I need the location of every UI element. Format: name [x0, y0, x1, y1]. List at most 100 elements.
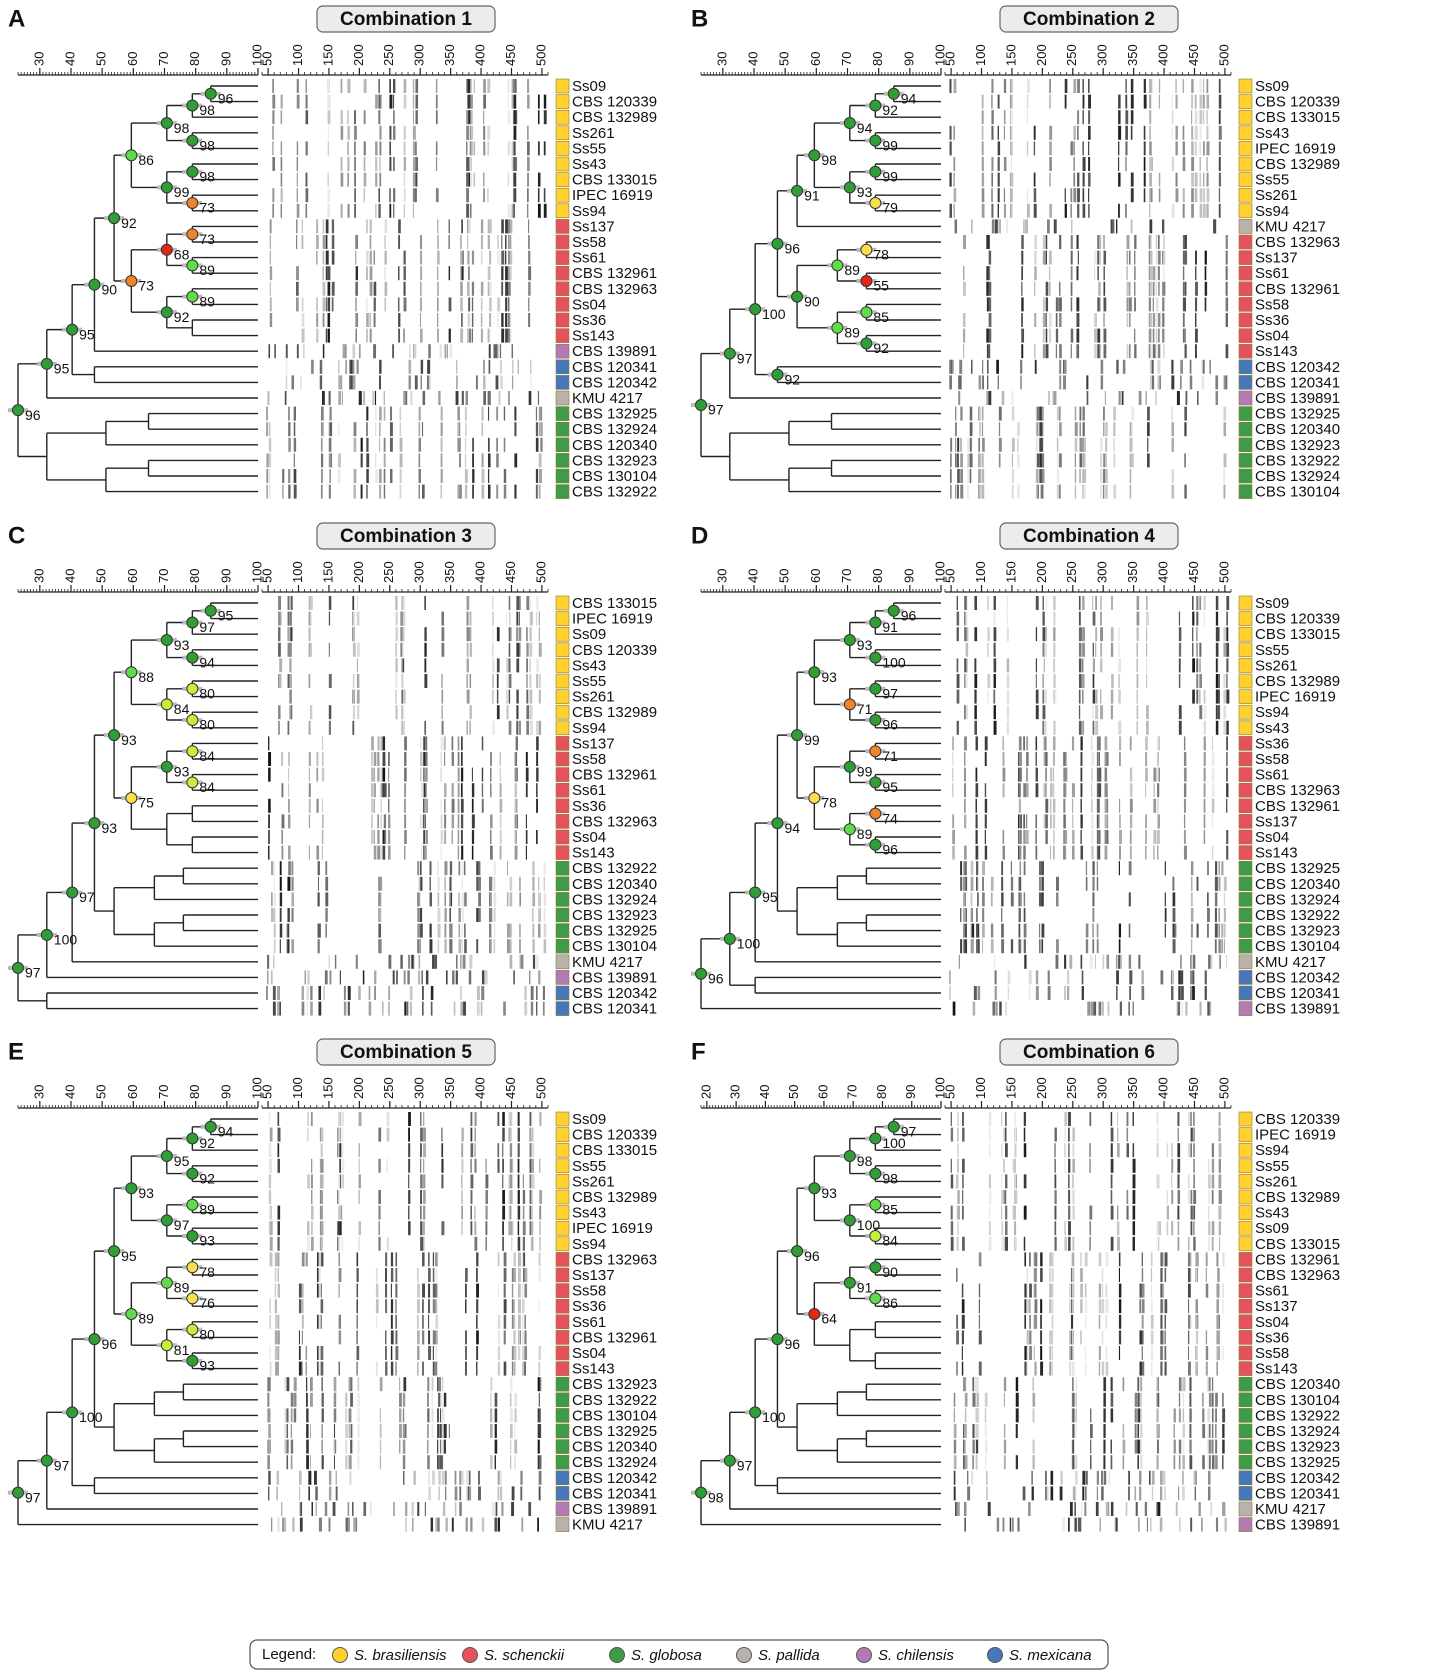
gel-band [490, 783, 491, 797]
gel-band [527, 126, 529, 140]
gel-band [266, 407, 267, 421]
gel-lane [958, 391, 1218, 405]
gel-band [294, 1377, 297, 1391]
gel-lane [957, 612, 1228, 626]
gel-band [1020, 939, 1022, 953]
gel-lane [270, 1252, 541, 1266]
gel-band [1093, 674, 1095, 688]
gel-band [366, 219, 367, 233]
gel-band [490, 814, 493, 828]
gel-band [359, 1159, 360, 1173]
dendrogram: 96959590928698989698999873736873899289 [8, 86, 258, 492]
gel-band [985, 752, 987, 766]
gel-band [1045, 768, 1046, 782]
gel-band [978, 877, 979, 891]
gel-band [476, 861, 478, 875]
gel-band [357, 596, 358, 610]
gel-band [957, 469, 960, 483]
gel-band [497, 1143, 499, 1157]
species-box [556, 360, 569, 374]
gel-band [420, 297, 422, 311]
gel-band [467, 612, 468, 626]
bootstrap-node [13, 405, 24, 416]
gel-band [1180, 360, 1183, 374]
gel-band [1162, 329, 1164, 343]
gel-band [995, 970, 997, 984]
gel-band [466, 110, 468, 124]
gel-band [270, 235, 271, 249]
gel-band [506, 658, 509, 672]
gel-band [1145, 846, 1146, 860]
gel-band [500, 799, 503, 813]
gel-band [449, 266, 450, 280]
gel-band [515, 799, 517, 813]
gel-band [498, 1284, 499, 1298]
gel-band [388, 986, 390, 1000]
gel-band [393, 204, 394, 218]
gel-band [326, 297, 327, 311]
gel-band [1023, 830, 1025, 844]
gel-band [306, 95, 308, 109]
gel-band [420, 313, 421, 327]
gel-band [966, 705, 968, 719]
bootstrap-label: 98 [199, 102, 215, 118]
gel-band [420, 908, 422, 922]
gel-band [1112, 219, 1114, 233]
similarity-tick-label: 50 [94, 569, 109, 583]
gel-band [538, 1362, 540, 1376]
bootstrap-node [724, 933, 735, 944]
bootstrap-label: 100 [762, 306, 786, 322]
gel-band [490, 939, 491, 953]
gel-band [1095, 721, 1098, 735]
gel-band [539, 469, 542, 483]
leaf-label: Ss09 [1255, 595, 1289, 612]
bootstrap-node [861, 244, 872, 255]
gel-lane [270, 1315, 526, 1329]
leaf-label: Ss94 [572, 203, 606, 220]
gel-band [982, 422, 983, 436]
bootstrap-node [187, 617, 198, 628]
gel-band [389, 95, 392, 109]
gel-band [1088, 141, 1089, 155]
gel-band [442, 721, 444, 735]
gel-band [494, 924, 496, 938]
gel-band [518, 1330, 520, 1344]
gel-band [384, 469, 386, 483]
gel-band [1153, 783, 1154, 797]
gel-band [1207, 1002, 1209, 1016]
gel-band [444, 939, 446, 953]
gel-band [1207, 188, 1210, 202]
gel-band [952, 814, 954, 828]
gel-band [512, 344, 513, 358]
gel-band [423, 1112, 424, 1126]
gel-band [1127, 297, 1129, 311]
gel-band [269, 1174, 271, 1188]
gel-band [489, 219, 492, 233]
species-box [1239, 986, 1252, 1000]
gel-band [1019, 814, 1022, 828]
gel-band [536, 986, 537, 1000]
gel-band [514, 1393, 517, 1407]
gel-band [1224, 924, 1226, 938]
gel-band [510, 313, 511, 327]
gel-band [1116, 360, 1118, 374]
gel-band [269, 344, 271, 358]
gel-band [492, 643, 493, 657]
gel-band [1071, 282, 1073, 296]
gel-band [991, 892, 993, 906]
gel-band [278, 1143, 280, 1157]
gel-band [1179, 705, 1182, 719]
gel-band [999, 422, 1000, 436]
gel-band [461, 1159, 463, 1173]
gel-band [972, 924, 975, 938]
gel-band [1001, 861, 1003, 875]
gel-band [330, 970, 332, 984]
gel-band [452, 799, 455, 813]
gel-band [960, 407, 962, 421]
gel-band [1054, 391, 1057, 405]
gel-band [1137, 721, 1138, 735]
size-tick-label: 150 [320, 561, 335, 583]
gel-band [1059, 235, 1061, 249]
species-box [556, 375, 569, 389]
gel-band [1067, 986, 1069, 1000]
